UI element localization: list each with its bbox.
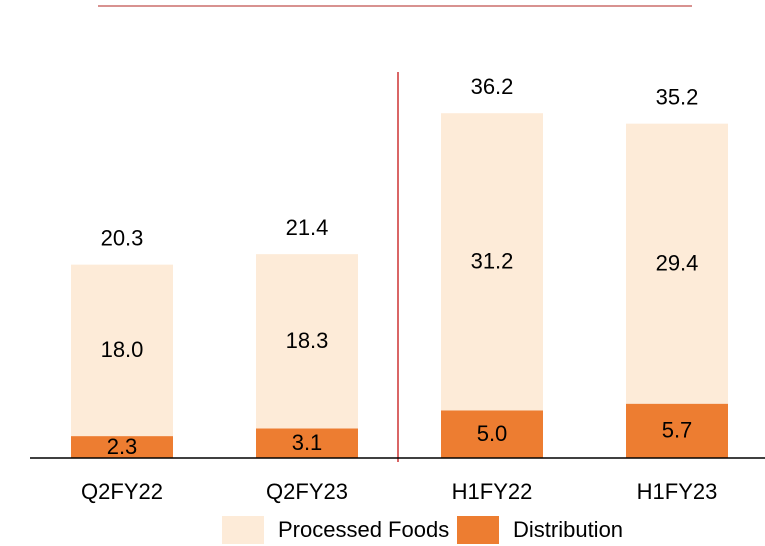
value-label: 2.3: [107, 434, 138, 459]
bar-segment: [441, 113, 543, 411]
legend-swatch: [222, 516, 264, 544]
bar-segment: [626, 403, 728, 458]
value-label: 3.1: [292, 430, 323, 455]
bar-segment: [71, 264, 173, 437]
value-label: 31.2: [471, 249, 514, 274]
value-label: 5.0: [477, 421, 508, 446]
bar-segment: [256, 254, 358, 429]
x-tick-label: H1FY23: [637, 479, 718, 504]
bar-segment: [626, 123, 728, 404]
bar-segment: [441, 410, 543, 458]
total-label: 20.3: [101, 225, 144, 250]
legend-label: Distribution: [513, 517, 623, 542]
legend: Processed Foods Distribution: [222, 516, 623, 544]
total-label: 36.2: [471, 74, 514, 99]
legend-swatch: [457, 516, 499, 544]
total-label: 35.2: [656, 84, 699, 109]
value-label: 29.4: [656, 251, 699, 276]
value-label: 5.7: [662, 418, 693, 443]
total-label: 21.4: [286, 215, 329, 240]
value-label: 18.3: [286, 328, 329, 353]
x-tick-label: H1FY22: [452, 479, 533, 504]
x-tick-label: Q2FY22: [81, 479, 163, 504]
x-tick-label: Q2FY23: [266, 479, 348, 504]
bar-segment: [71, 436, 173, 458]
value-label: 18.0: [101, 337, 144, 362]
legend-label: Processed Foods: [278, 517, 449, 542]
bars: 2.3 18.0 20.3 3.1 18.3 21.4 5.0 31.2 36.2 5.7 29.4…: [71, 74, 728, 459]
bar-segment: [256, 428, 358, 458]
